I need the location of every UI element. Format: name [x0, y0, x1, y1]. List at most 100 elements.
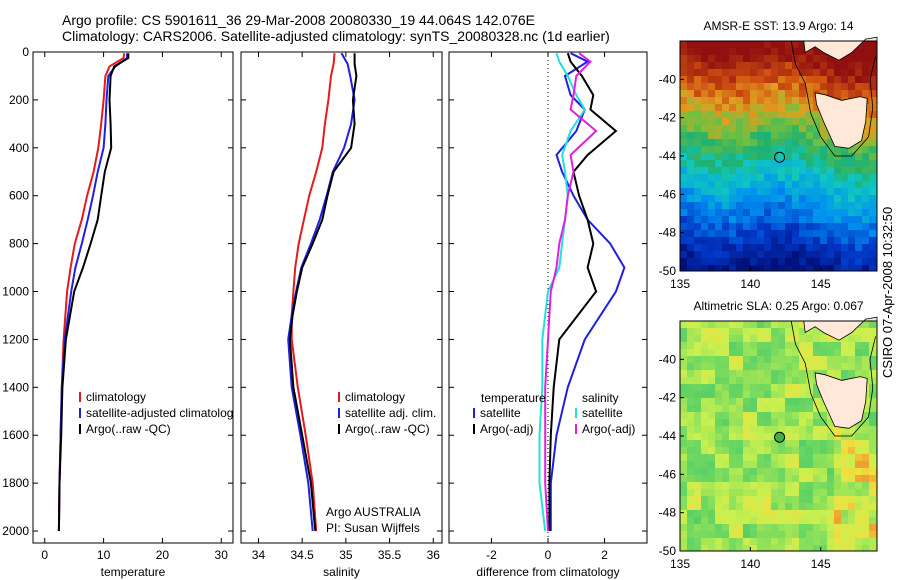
map-cell — [722, 125, 729, 132]
map-cell — [694, 447, 701, 454]
map-cell — [785, 111, 792, 118]
map-cell — [806, 482, 813, 489]
map-cell — [757, 230, 764, 237]
map-cell — [764, 419, 771, 426]
map-cell — [827, 76, 834, 83]
map-cell — [862, 153, 869, 160]
map-cell — [680, 370, 687, 377]
map-cell — [806, 265, 813, 271]
map-cell — [729, 139, 736, 146]
map-cell — [813, 216, 820, 223]
map-cell — [771, 97, 778, 104]
map-cell — [820, 237, 827, 244]
map-cell — [701, 209, 708, 216]
map-cell — [729, 363, 736, 370]
map-cell — [855, 90, 862, 97]
map-cell — [820, 265, 827, 271]
map-cell — [687, 195, 694, 202]
map-cell — [792, 55, 799, 62]
map-cell — [792, 496, 799, 503]
map-cell — [792, 517, 799, 524]
map-cell — [827, 475, 834, 482]
map-cell — [757, 83, 764, 90]
map-cell — [743, 447, 750, 454]
map-cell — [841, 342, 848, 349]
map-cell — [736, 335, 743, 342]
map-cell — [694, 342, 701, 349]
map-cell — [771, 328, 778, 335]
map-cell — [687, 251, 694, 258]
series-line-climatology — [290, 53, 336, 532]
map-cell — [827, 496, 834, 503]
map-cell — [869, 510, 876, 517]
map-cell — [708, 83, 715, 90]
map-cell — [827, 90, 834, 97]
map-cell — [785, 328, 792, 335]
map-cell — [806, 531, 813, 538]
map-cell — [750, 174, 757, 181]
map-cell — [799, 349, 806, 356]
map-cell — [869, 118, 876, 125]
map-cell — [785, 132, 792, 139]
map-cell — [750, 223, 757, 230]
map-cell — [694, 83, 701, 90]
map-cell — [848, 531, 855, 538]
map-cell — [694, 181, 701, 188]
map-cell — [722, 433, 729, 440]
map-cell — [694, 475, 701, 482]
map-cell — [715, 391, 722, 398]
map-cell — [813, 356, 820, 363]
map-cell — [757, 412, 764, 419]
map-cell — [827, 62, 834, 69]
map-cell — [799, 167, 806, 174]
map-cell — [729, 405, 736, 412]
map-cell — [806, 489, 813, 496]
map-cell — [701, 328, 708, 335]
map-cell — [848, 223, 855, 230]
map-cell — [848, 433, 855, 440]
map-cell — [792, 244, 799, 251]
map-cell — [764, 188, 771, 195]
map-cell — [680, 209, 687, 216]
map-cell — [708, 531, 715, 538]
map-cell — [799, 398, 806, 405]
map-cell — [687, 132, 694, 139]
map-cell — [750, 447, 757, 454]
map-cell — [834, 251, 841, 258]
map-cell — [708, 76, 715, 83]
map-cell — [687, 111, 694, 118]
map-cell — [862, 426, 869, 433]
map-cell — [750, 538, 757, 545]
map-cell — [771, 503, 778, 510]
map-cell — [785, 321, 792, 328]
map-cell — [799, 370, 806, 377]
map-cell — [862, 160, 869, 167]
map-cell — [792, 139, 799, 146]
map-cell — [778, 244, 785, 251]
map-cell — [757, 531, 764, 538]
map-cell — [778, 538, 785, 545]
land-tasmania — [814, 372, 868, 429]
map-cell — [806, 167, 813, 174]
map-cell — [785, 202, 792, 209]
map-cell — [855, 146, 862, 153]
map-cell — [694, 405, 701, 412]
map-cell — [750, 510, 757, 517]
map-cell — [729, 475, 736, 482]
map-cell — [820, 475, 827, 482]
map-cell — [701, 69, 708, 76]
map-cell — [715, 195, 722, 202]
map-cell — [729, 202, 736, 209]
map-cell — [757, 335, 764, 342]
map-cell — [694, 356, 701, 363]
map-cell — [869, 475, 876, 482]
map-cell — [701, 48, 708, 55]
map-cell — [827, 181, 834, 188]
map-cell — [757, 265, 764, 271]
map-cell — [855, 370, 862, 377]
map-cell — [848, 181, 855, 188]
map-cell — [813, 426, 820, 433]
map-cell — [701, 125, 708, 132]
map-cell — [813, 104, 820, 111]
map-cell — [715, 447, 722, 454]
